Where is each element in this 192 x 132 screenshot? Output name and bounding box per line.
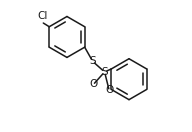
Text: Cl: Cl [38,11,48,21]
Text: S: S [101,67,108,77]
Text: O: O [89,79,98,89]
Text: O: O [105,85,113,95]
Text: S: S [89,56,96,66]
